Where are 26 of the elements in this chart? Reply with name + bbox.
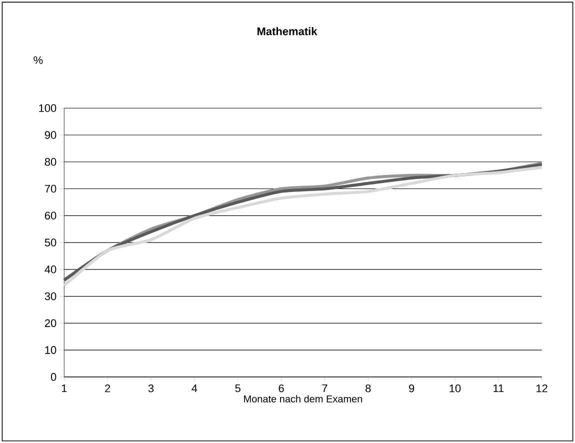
x-tick-label: 4 [192,384,198,392]
x-tick-label: 8 [366,384,371,392]
y-tick-label: 20 [44,319,56,328]
x-axis-title: Monate nach dem Examen [244,395,362,402]
x-tick-label: 10 [450,384,461,392]
y-tick-label: 90 [44,131,56,139]
x-tick-label: 1 [62,384,67,392]
x-tick-label: 9 [409,384,414,392]
y-tick-label: 100 [39,104,56,112]
chart-title: Mathematik [258,27,318,36]
y-tick-label: 30 [44,292,56,300]
x-tick-label: 2 [105,384,110,392]
y-tick-label: 40 [44,265,56,274]
y-tick-label: 50 [44,238,56,246]
x-tick-label: 11 [494,384,504,392]
y-tick-label: 60 [44,212,56,220]
x-tick-label: 5 [235,384,240,392]
x-tick-label: 6 [278,384,284,392]
y-tick-label: 80 [44,158,56,166]
x-tick-label: 7 [322,384,328,392]
y-axis-title: % [34,56,43,64]
y-tick-label: 10 [45,346,56,354]
x-tick-label: 3 [148,384,154,392]
y-tick-label: 0 [50,373,56,381]
y-tick-label: 70 [44,184,56,193]
x-tick-label: 12 [536,384,548,392]
